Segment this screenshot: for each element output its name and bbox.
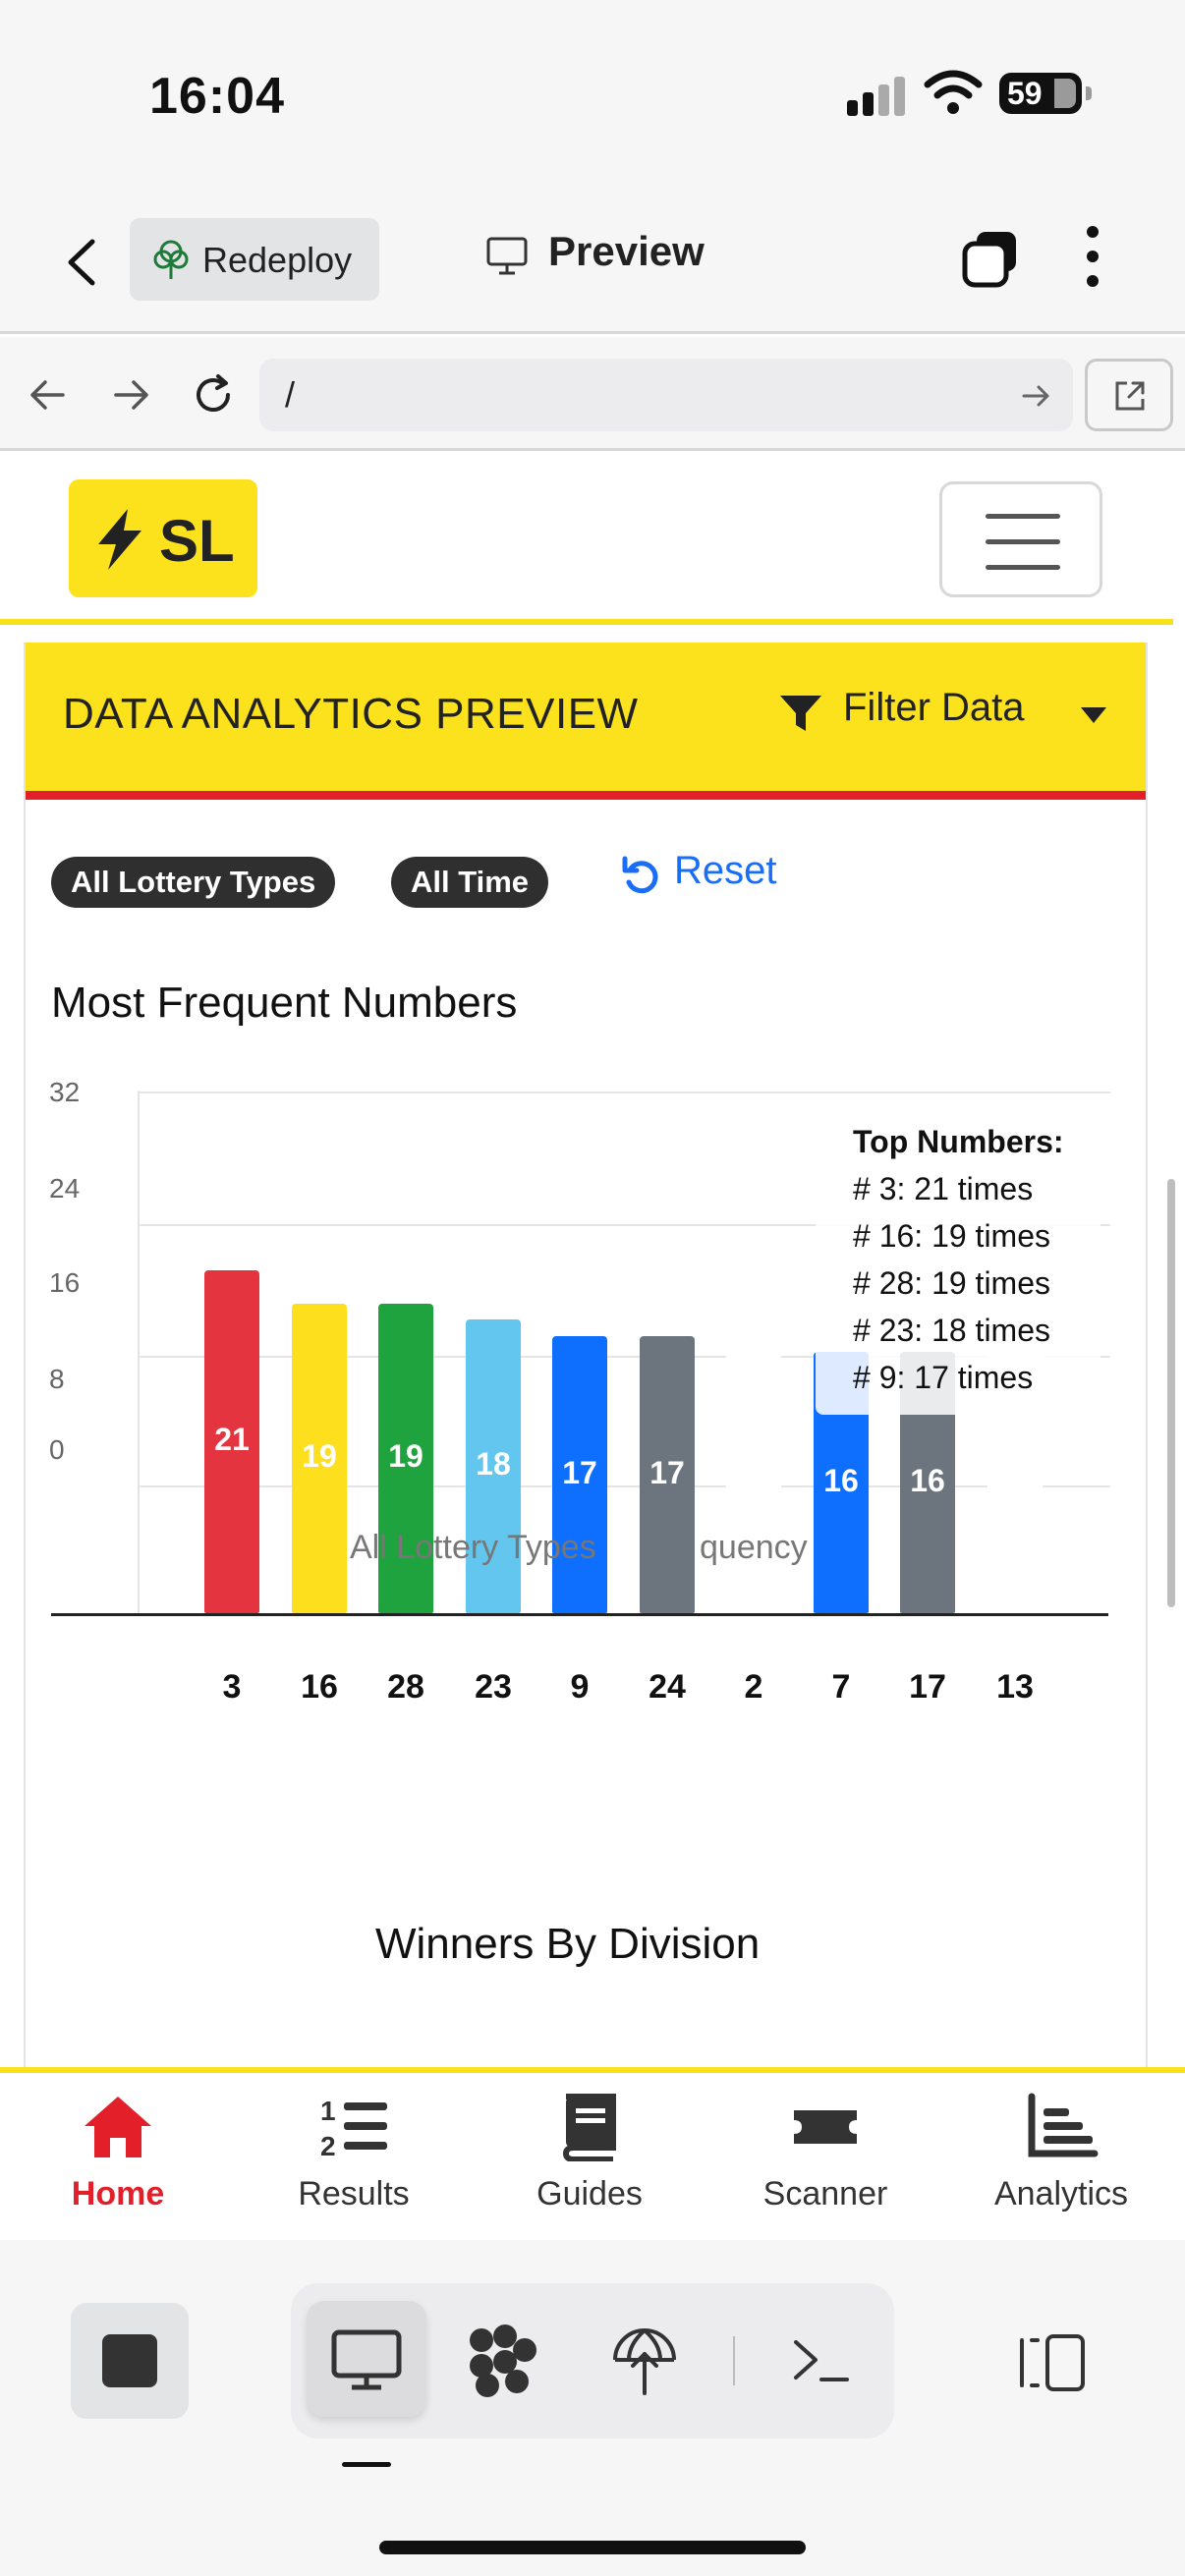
tabs-icon[interactable]	[959, 228, 1022, 291]
menu-toggle-button[interactable]	[939, 481, 1102, 597]
svg-text:1: 1	[320, 2096, 336, 2126]
cluster-icon[interactable]	[462, 2321, 540, 2399]
monitor-icon	[331, 2329, 402, 2390]
home-icon	[85, 2097, 151, 2157]
home-indicator[interactable]	[379, 2541, 806, 2554]
stop-icon	[102, 2334, 157, 2387]
more-options-icon[interactable]	[1081, 226, 1104, 295]
ordered-list-icon: 1 2	[320, 2096, 387, 2161]
go-arrow-icon[interactable]	[1020, 380, 1051, 412]
filter-pill-lottery-type: All Lottery Types	[51, 857, 336, 908]
url-input[interactable]: /	[259, 359, 1073, 431]
undo-icon	[622, 856, 658, 894]
chart-icon	[1028, 2093, 1099, 2157]
redeploy-button[interactable]: Redeploy	[130, 218, 379, 301]
preview-label: Preview	[548, 228, 705, 274]
chart-title: Most Frequent Numbers	[51, 979, 518, 1027]
status-time: 16:04	[149, 68, 285, 125]
card-header: DATA ANALYTICS PREVIEW Filter Data	[26, 643, 1146, 800]
app-header: Redeploy Preview	[0, 187, 1185, 334]
cellular-signal-icon	[847, 75, 906, 116]
scrollbar-thumb[interactable]	[1167, 1179, 1175, 1607]
tab-label: Home	[71, 2175, 165, 2212]
ticket-icon	[794, 2110, 857, 2144]
wifi-icon	[924, 70, 983, 114]
tab-scanner[interactable]: Scanner	[727, 2093, 924, 2240]
brand-logo[interactable]: SL	[69, 479, 257, 597]
bolt-icon	[98, 509, 141, 570]
battery-level: 59	[1007, 76, 1043, 111]
book-icon	[562, 2094, 616, 2161]
caret-down-icon	[1081, 707, 1106, 723]
tab-guides[interactable]: Guides	[491, 2093, 688, 2240]
brand-text: SL	[159, 508, 235, 574]
filter-label: Filter Data	[843, 686, 1025, 729]
arrow-forward-icon[interactable]	[106, 370, 155, 420]
view-mode-group	[291, 2283, 894, 2438]
terminal-icon[interactable]	[782, 2321, 861, 2399]
battery-icon: 59	[999, 73, 1092, 114]
reload-icon[interactable]	[189, 370, 238, 420]
winners-title: Winners By Division	[375, 1920, 761, 1968]
tab-home[interactable]: Home	[20, 2093, 216, 2240]
tab-label: Results	[298, 2175, 410, 2212]
filter-pill-time: All Time	[391, 857, 549, 908]
tab-results[interactable]: 1 2 Results	[255, 2093, 452, 2240]
external-link-icon	[1115, 381, 1145, 411]
status-bar: 16:04 59	[0, 0, 1185, 187]
url-text: /	[285, 374, 296, 415]
tab-label: Analytics	[993, 2175, 1129, 2212]
tab-analytics[interactable]: Analytics	[963, 2093, 1159, 2240]
desktop-view-button[interactable]	[307, 2301, 426, 2417]
stop-button[interactable]	[71, 2303, 189, 2419]
open-external-button[interactable]	[1085, 359, 1173, 431]
bottom-tab-bar: Home 1 2 Results Guides Scanner	[0, 2067, 1185, 2240]
toolbar-divider	[733, 2336, 735, 2385]
side-panel-icon[interactable]	[1014, 2328, 1089, 2397]
browser-bottom-toolbar	[0, 2240, 1185, 2576]
back-chevron-icon[interactable]	[63, 238, 102, 287]
tab-label: Scanner	[762, 2175, 888, 2212]
arrow-back-icon[interactable]	[24, 370, 73, 420]
deploy-globe-icon[interactable]	[605, 2321, 684, 2399]
card-title: DATA ANALYTICS PREVIEW	[63, 690, 639, 738]
selection-indicator	[342, 2462, 391, 2467]
tab-label: Guides	[536, 2175, 643, 2212]
redeploy-label: Redeploy	[202, 240, 353, 280]
svg-text:2: 2	[320, 2131, 336, 2161]
filter-icon	[780, 696, 821, 731]
url-toolbar: /	[0, 337, 1185, 451]
analytics-card: DATA ANALYTICS PREVIEW Filter Data All L…	[24, 643, 1148, 2067]
site-navbar: SL	[0, 454, 1173, 625]
monitor-icon	[486, 237, 528, 275]
reset-label: Reset	[674, 849, 777, 892]
tree-icon	[153, 240, 189, 279]
